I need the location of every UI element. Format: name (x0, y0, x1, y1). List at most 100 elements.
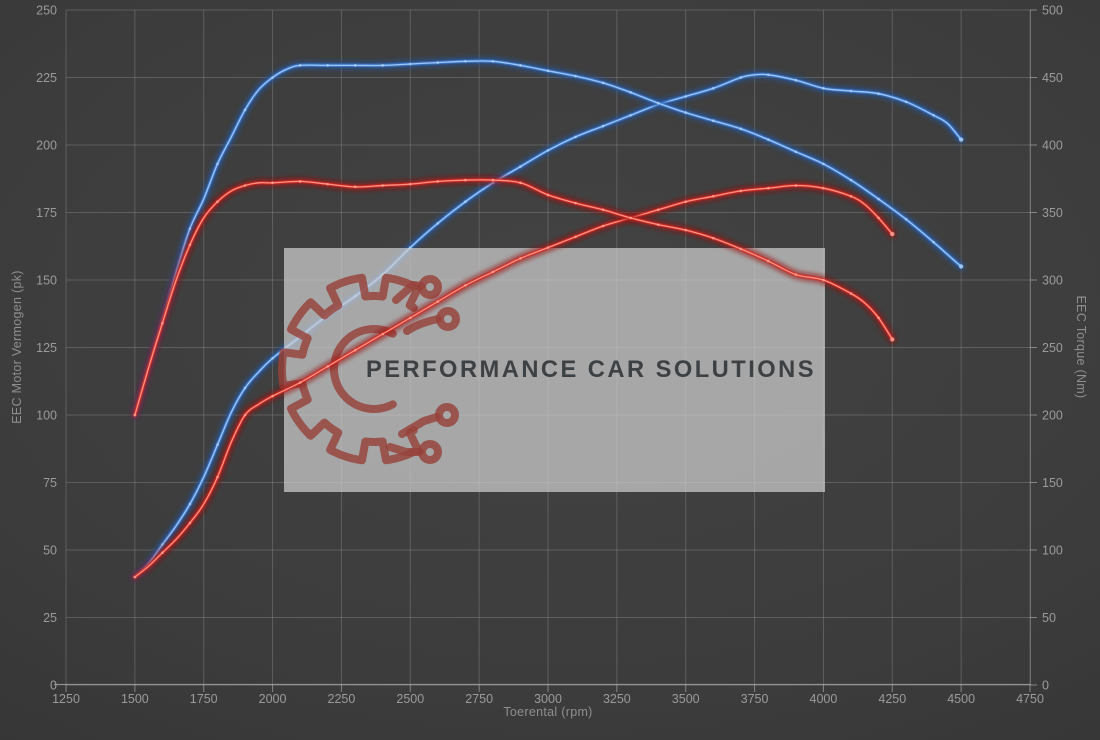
power-red-marker (601, 224, 605, 228)
y-axis-right-title: EEC Torque (Nm) (1074, 295, 1088, 399)
power-red-marker (877, 216, 880, 220)
gear-inner-arc (330, 325, 397, 413)
power-red-marker (849, 195, 853, 198)
x-tick-label: 2250 (328, 692, 356, 706)
torque-red-marker (519, 181, 522, 185)
torque-blue-marker (601, 81, 605, 85)
y-tick-label-right: 400 (1042, 139, 1063, 153)
torque-blue-marker (958, 264, 964, 269)
x-tick-label: 4500 (947, 692, 975, 706)
torque-blue-marker (243, 108, 247, 112)
x-tick-label: 3250 (603, 692, 631, 706)
brand-wordmark: PERFORMANCE CAR SOLUTIONS (366, 356, 816, 383)
torque-blue-marker (188, 227, 192, 230)
series-layer-red (130, 175, 897, 581)
torque-blue-core (134, 60, 962, 416)
torque-blue-marker (739, 127, 743, 131)
power-red-marker (133, 575, 137, 579)
power-red-marker (491, 270, 495, 274)
torque-red-marker (794, 273, 798, 276)
torque-red-marker (188, 243, 192, 247)
torque-red-marker (739, 247, 743, 251)
power-blue-marker (739, 76, 743, 79)
power-blue-marker (849, 89, 853, 93)
torque-blue-marker (546, 69, 550, 73)
power-red-marker (353, 348, 357, 352)
torque-blue-marker (574, 74, 577, 78)
power-red-marker (216, 475, 219, 479)
torque-blue-marker (464, 60, 467, 63)
power-blue-marker (904, 100, 908, 104)
power-blue-marker (161, 543, 164, 546)
torque-blue-marker (684, 111, 688, 114)
torque-blue-marker (271, 76, 274, 79)
torque-red-marker (161, 321, 164, 325)
series-power-blue (130, 70, 966, 581)
power-red-marker (794, 184, 798, 187)
circuit-node (418, 275, 442, 299)
power-red-marker (381, 332, 385, 336)
torque-blue-marker (849, 178, 853, 182)
torque-red-marker (877, 316, 880, 320)
torque-blue-marker (353, 64, 357, 67)
power-red-marker (161, 551, 164, 554)
torque-red-marker (216, 200, 219, 203)
torque-red-marker (408, 182, 412, 186)
power-red-marker (188, 521, 192, 525)
y-tick-label-right: 50 (1042, 611, 1056, 625)
y-tick-label-left: 225 (36, 71, 57, 85)
x-tick-label: 4250 (878, 692, 906, 706)
power-red-marker (822, 186, 825, 190)
circuit-trace (386, 443, 424, 456)
torque-blue-marker (519, 64, 522, 67)
power-blue-marker (958, 137, 964, 142)
power-blue-marker (822, 87, 825, 90)
torque-blue-marker (767, 138, 770, 141)
y-tick-label-left: 150 (36, 274, 57, 288)
torque-blue-marker (436, 61, 440, 64)
torque-blue-marker (904, 217, 908, 221)
power-blue-marker (932, 114, 935, 117)
torque-blue-marker (877, 197, 880, 201)
y-tick-label-left: 125 (36, 341, 57, 355)
power-red-marker (656, 208, 660, 212)
y-tick-label-right: 500 (1042, 4, 1063, 18)
torque-red-marker (243, 184, 247, 187)
torque-red-marker (436, 180, 440, 183)
power-red-marker (436, 300, 440, 303)
power-blue-marker (684, 95, 688, 98)
power-red-marker (408, 316, 412, 320)
y-tick-label-right: 450 (1042, 71, 1063, 85)
torque-blue-marker (711, 119, 715, 122)
y-tick-label-left: 50 (43, 544, 57, 558)
power-blue-marker (601, 124, 605, 128)
power-red-marker (243, 413, 247, 417)
power-blue-marker (243, 386, 247, 390)
y-tick-label-right: 300 (1042, 274, 1063, 288)
power-red-marker (546, 246, 550, 249)
torque-blue-marker (491, 60, 495, 63)
torque-red-marker (711, 236, 715, 240)
y-tick-label-right: 350 (1042, 206, 1063, 220)
torque-blue-marker (822, 162, 825, 166)
circuit-trace (398, 413, 441, 438)
y-tick-label-right: 0 (1042, 679, 1049, 693)
torque-red-marker (767, 259, 770, 263)
torque-blue-marker (656, 101, 660, 105)
brand-logo (278, 273, 460, 465)
torque-red-marker (601, 208, 605, 212)
series-torque-blue (130, 56, 966, 419)
x-tick-label: 2500 (396, 692, 424, 706)
y-tick-label-left: 75 (43, 476, 57, 490)
power-blue-marker (436, 222, 440, 225)
torque-red-marker (822, 278, 825, 282)
y-tick-label-left: 175 (36, 206, 57, 220)
watermark-layer: PERFORMANCE CAR SOLUTIONS (278, 248, 825, 492)
y-tick-label-left: 25 (43, 611, 57, 625)
y-tick-label-right: 200 (1042, 409, 1063, 423)
torque-red-marker (849, 292, 853, 295)
torque-red-marker (133, 413, 137, 417)
power-blue-marker (216, 443, 219, 447)
